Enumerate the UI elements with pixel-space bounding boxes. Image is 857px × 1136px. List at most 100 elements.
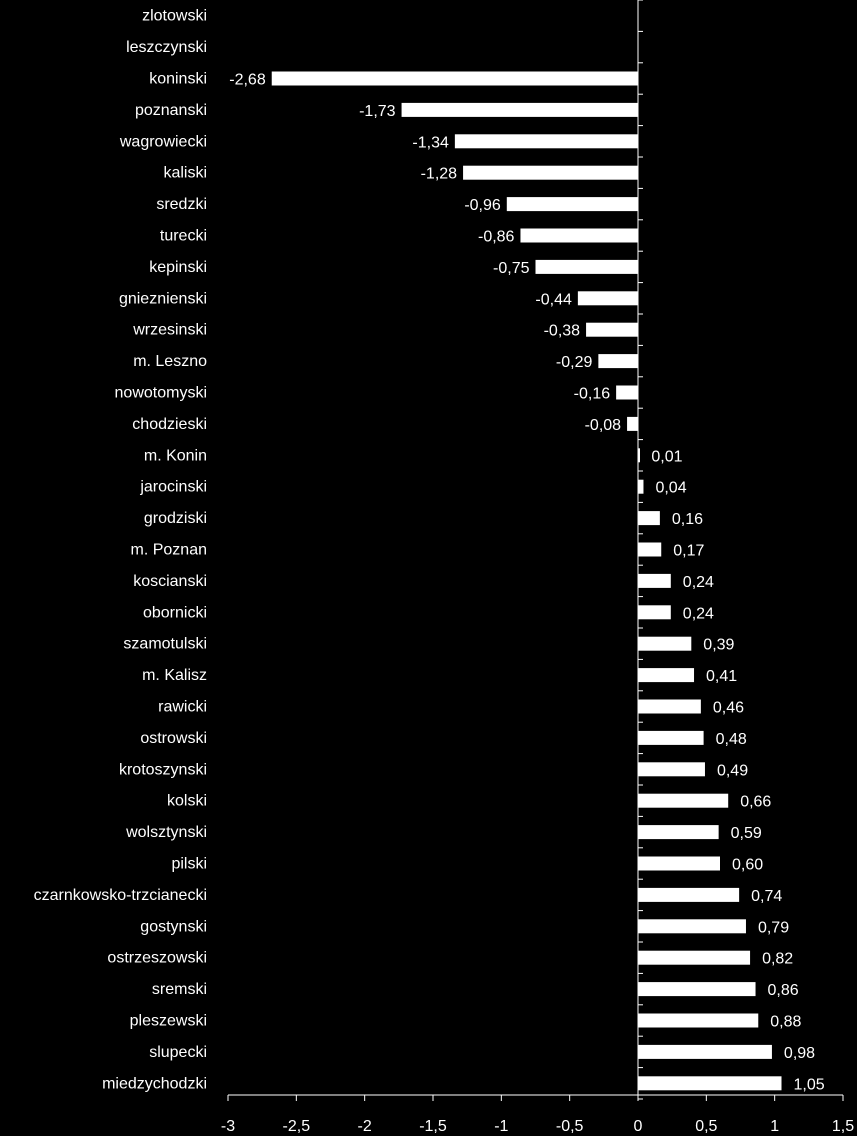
bar <box>638 825 719 840</box>
value-label: 0,60 <box>732 857 763 874</box>
value-label: 0,17 <box>673 543 704 560</box>
x-tick-label: -2,5 <box>283 1118 311 1135</box>
bar <box>638 887 740 902</box>
value-label: -0,75 <box>493 260 530 277</box>
bar <box>271 71 638 86</box>
value-label: -1,34 <box>412 134 449 151</box>
bar <box>506 197 638 212</box>
category-label: pleszewski <box>130 1013 207 1030</box>
bar <box>638 699 701 714</box>
x-tick-label: 0 <box>634 1118 643 1135</box>
category-label: pilski <box>171 856 207 873</box>
category-label: kaliski <box>163 165 207 182</box>
value-label: -0,16 <box>574 386 611 403</box>
value-label: 0,49 <box>717 762 748 779</box>
value-label: 0,41 <box>706 668 737 685</box>
category-label: koninski <box>149 71 207 88</box>
category-label: m. Poznan <box>131 542 207 559</box>
category-label: sredzki <box>156 196 207 213</box>
bar <box>638 668 695 683</box>
bar <box>638 762 705 777</box>
bar <box>627 416 638 431</box>
category-label: rawicki <box>158 699 207 716</box>
category-label: turecki <box>160 228 207 245</box>
value-label: 0,04 <box>655 480 686 497</box>
bar <box>638 1013 759 1028</box>
category-label: koscianski <box>133 573 207 590</box>
x-tick-label: -2 <box>358 1118 372 1135</box>
value-label: 0,16 <box>672 511 703 528</box>
category-label: jarocinski <box>139 479 207 496</box>
value-label: 0,39 <box>703 637 734 654</box>
bar <box>638 605 671 620</box>
bar <box>535 259 638 274</box>
bar <box>638 793 729 808</box>
value-label: -0,44 <box>535 291 572 308</box>
category-label: ostrzeszowski <box>107 950 207 967</box>
category-label: nowotomyski <box>115 385 207 402</box>
bar <box>638 479 644 494</box>
bar <box>638 950 751 965</box>
value-label: 0,48 <box>716 731 747 748</box>
value-label: 0,86 <box>768 982 799 999</box>
value-label: -0,29 <box>556 354 593 371</box>
category-label: szamotulski <box>123 636 207 653</box>
value-label: 0,88 <box>770 1014 801 1031</box>
x-tick-label: -1,5 <box>419 1118 447 1135</box>
bar <box>638 982 756 997</box>
category-label: poznanski <box>135 102 207 119</box>
x-tick-label: -3 <box>221 1118 235 1135</box>
value-label: -0,96 <box>464 197 501 214</box>
value-label: 0,98 <box>784 1045 815 1062</box>
category-label: chodzieski <box>132 416 207 433</box>
category-label: obornicki <box>143 604 207 621</box>
category-label: kolski <box>167 793 207 810</box>
value-label: 0,59 <box>731 825 762 842</box>
category-label: gnieznienski <box>119 290 207 307</box>
bar <box>454 134 638 149</box>
category-label: czarnkowsko-trzcianecki <box>34 887 207 904</box>
category-label: slupecki <box>149 1044 207 1061</box>
bar <box>638 730 704 745</box>
bar <box>638 1076 782 1091</box>
value-label: 0,01 <box>651 448 682 465</box>
x-tick-label: -1 <box>494 1118 508 1135</box>
value-label: 1,05 <box>794 1076 825 1093</box>
bar <box>638 542 662 557</box>
bar <box>401 102 638 117</box>
x-tick-label: 1,5 <box>832 1118 854 1135</box>
category-label: grodziski <box>144 510 207 527</box>
category-label: wagrowiecki <box>119 133 207 150</box>
bar <box>616 385 638 400</box>
bar <box>577 291 638 306</box>
category-label: m. Leszno <box>133 353 207 370</box>
value-label: 0,66 <box>740 794 771 811</box>
value-label: 0,82 <box>762 951 793 968</box>
category-label: gostynski <box>140 918 207 935</box>
x-tick-label: 1 <box>770 1118 779 1135</box>
value-label: -0,38 <box>544 323 581 340</box>
value-label: -2,68 <box>229 72 266 89</box>
bar <box>586 322 638 337</box>
value-label: 0,24 <box>683 574 714 591</box>
bar <box>638 511 660 526</box>
bar <box>638 919 746 934</box>
value-label: -0,08 <box>585 417 622 434</box>
value-label: 0,46 <box>713 700 744 717</box>
bar <box>638 856 720 871</box>
category-label: wolsztynski <box>125 824 207 841</box>
x-tick-label: -0,5 <box>556 1118 584 1135</box>
x-tick-label: 0,5 <box>695 1118 717 1135</box>
bar <box>463 165 638 180</box>
bar <box>598 354 638 369</box>
category-label: zlotowski <box>142 8 207 25</box>
value-label: -1,73 <box>359 103 396 120</box>
category-label: ostrowski <box>140 730 207 747</box>
category-label: sremski <box>152 981 207 998</box>
value-label: -0,86 <box>478 229 515 246</box>
value-label: -1,28 <box>421 166 458 183</box>
category-label: m. Kalisz <box>142 667 207 684</box>
value-label: 0,24 <box>683 605 714 622</box>
value-label: 0,79 <box>758 919 789 936</box>
